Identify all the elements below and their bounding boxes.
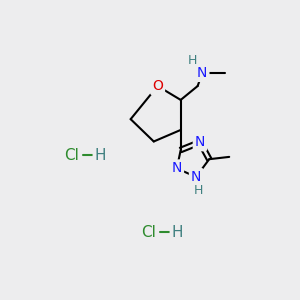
Text: Cl: Cl	[141, 225, 156, 240]
Text: N: N	[195, 135, 205, 149]
Text: H: H	[188, 54, 197, 67]
Text: O: O	[152, 79, 163, 93]
Text: N: N	[191, 170, 201, 184]
Text: Cl: Cl	[64, 148, 79, 163]
Text: N: N	[172, 161, 182, 176]
Text: H: H	[171, 225, 183, 240]
Text: N: N	[197, 66, 207, 80]
Text: H: H	[94, 148, 106, 163]
Text: H: H	[194, 184, 203, 196]
